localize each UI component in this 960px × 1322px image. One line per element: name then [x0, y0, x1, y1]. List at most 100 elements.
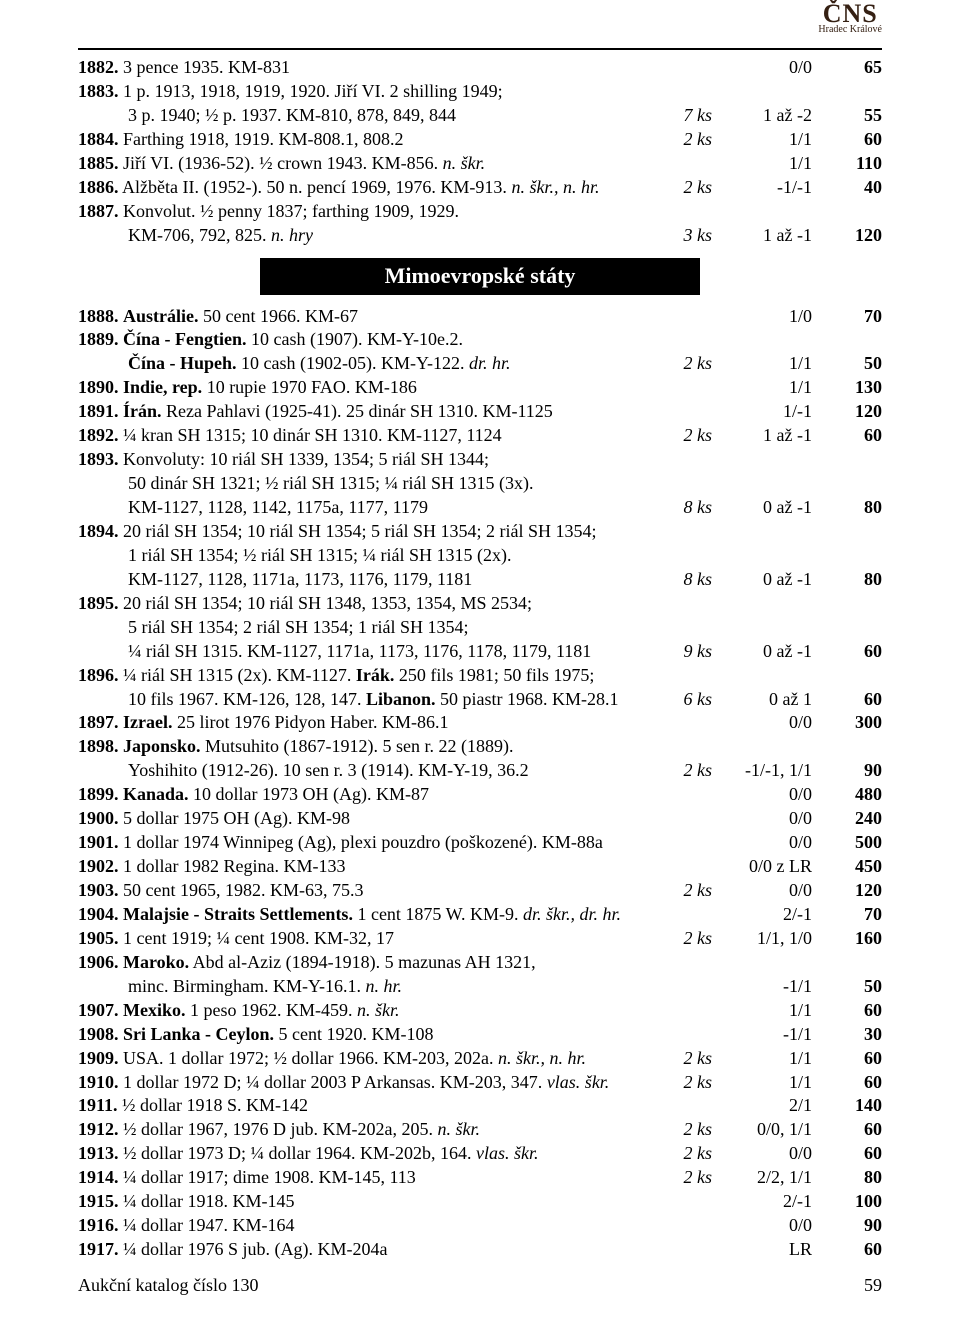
lot-price: 500 — [812, 831, 882, 855]
lot-row: 1885. Jiří VI. (1936-52). ½ crown 1943. … — [78, 152, 882, 176]
lot-description: 1890. Indie, rep. 10 rupie 1970 FAO. KM-… — [78, 376, 656, 400]
lot-price: 300 — [812, 711, 882, 735]
lot-row: 1906. Maroko. Abd al-Aziz (1894-1918). 5… — [78, 951, 882, 975]
lot-row: 1896. ¼ riál SH 1315 (2x). KM-1127. Irák… — [78, 664, 882, 688]
lot-row-continuation: Yoshihito (1912-26). 10 sen r. 3 (1914).… — [78, 759, 882, 783]
lot-number: 1906. — [78, 952, 119, 972]
lot-grade: 1/1 — [712, 352, 812, 376]
lot-price: 60 — [812, 128, 882, 152]
lot-row: 1898. Japonsko. Mutsuhito (1867-1912). 5… — [78, 735, 882, 759]
lot-quantity: 9 ks — [656, 640, 712, 664]
lot-quantity: 2 ks — [656, 1118, 712, 1142]
lot-row: 1901. 1 dollar 1974 Winnipeg (Ag), plexi… — [78, 831, 882, 855]
lot-description: 1891. Írán. Reza Pahlavi (1925-41). 25 d… — [78, 400, 656, 424]
lot-price: 80 — [812, 568, 882, 592]
lot-number: 1902. — [78, 856, 119, 876]
lot-price: 90 — [812, 1214, 882, 1238]
lot-description: 1898. Japonsko. Mutsuhito (1867-1912). 5… — [78, 735, 656, 759]
lot-description: KM-1127, 1128, 1142, 1175a, 1177, 1179 — [78, 496, 656, 520]
lot-row: 1899. Kanada. 10 dollar 1973 OH (Ag). KM… — [78, 783, 882, 807]
lot-price: 120 — [812, 224, 882, 248]
lot-row: 1900. 5 dollar 1975 OH (Ag). KM-980/0240 — [78, 807, 882, 831]
lot-number: 1898. — [78, 736, 119, 756]
lot-row-continuation: 5 riál SH 1354; 2 riál SH 1354; 1 riál S… — [78, 616, 882, 640]
lot-price: 70 — [812, 903, 882, 927]
lot-number: 1914. — [78, 1167, 119, 1187]
lot-price: 60 — [812, 1142, 882, 1166]
lot-grade: 1/1, 1/0 — [712, 927, 812, 951]
lot-description: 1 riál SH 1354; ½ riál SH 1315; ¼ riál S… — [78, 544, 656, 568]
lot-description: Čína - Hupeh. 10 cash (1902-05). KM-Y-12… — [78, 352, 656, 376]
lot-description: 1901. 1 dollar 1974 Winnipeg (Ag), plexi… — [78, 831, 656, 855]
lot-row: 1892. ¼ kran SH 1315; 10 dinár SH 1310. … — [78, 424, 882, 448]
lot-description: KM-706, 792, 825. n. hry — [78, 224, 656, 248]
lot-grade: 0/0 — [712, 783, 812, 807]
lot-row-continuation: KM-706, 792, 825. n. hry3 ks1 až -1120 — [78, 224, 882, 248]
lot-grade: 2/-1 — [712, 1190, 812, 1214]
lot-description: 1895. 20 riál SH 1354; 10 riál SH 1348, … — [78, 592, 656, 616]
lot-price: 480 — [812, 783, 882, 807]
lot-number: 1895. — [78, 593, 119, 613]
lot-price: 60 — [812, 999, 882, 1023]
lot-description: 1892. ¼ kran SH 1315; 10 dinár SH 1310. … — [78, 424, 656, 448]
lot-price: 65 — [812, 56, 882, 80]
lot-description: 1917. ¼ dollar 1976 S jub. (Ag). KM-204a — [78, 1238, 656, 1262]
lot-row: 1915. ¼ dollar 1918. KM-1452/-1100 — [78, 1190, 882, 1214]
lot-grade: 1/-1 — [712, 400, 812, 424]
lot-price: 60 — [812, 424, 882, 448]
lot-number: 1908. — [78, 1024, 119, 1044]
lot-price: 120 — [812, 879, 882, 903]
lot-number: 1911. — [78, 1095, 118, 1115]
lot-number: 1887. — [78, 201, 119, 221]
lot-row-continuation: Čína - Hupeh. 10 cash (1902-05). KM-Y-12… — [78, 352, 882, 376]
lot-number: 1885. — [78, 153, 119, 173]
lot-grade: -1/1 — [712, 1023, 812, 1047]
lot-grade: -1/1 — [712, 975, 812, 999]
lot-description: 1911. ½ dollar 1918 S. KM-142 — [78, 1094, 656, 1118]
lot-number: 1894. — [78, 521, 119, 541]
lot-price: 60 — [812, 640, 882, 664]
lot-price: 120 — [812, 400, 882, 424]
lot-description: 1888. Austrálie. 50 cent 1966. KM-67 — [78, 305, 656, 329]
lot-description: 1908. Sri Lanka - Ceylon. 5 cent 1920. K… — [78, 1023, 656, 1047]
lot-grade: 0/0 — [712, 711, 812, 735]
lot-price: 60 — [812, 1238, 882, 1262]
lot-price: 60 — [812, 688, 882, 712]
lot-price: 50 — [812, 975, 882, 999]
brand-logo-top: ČNS — [818, 2, 882, 25]
lot-description: 1889. Čína - Fengtien. 10 cash (1907). K… — [78, 328, 656, 352]
lot-price: 60 — [812, 1071, 882, 1095]
brand-logo: ČNS Hradec Králové — [818, 2, 882, 34]
section-heading: Mimoevropské státy — [260, 258, 700, 295]
lot-number: 1905. — [78, 928, 119, 948]
lot-row: 1917. ¼ dollar 1976 S jub. (Ag). KM-204a… — [78, 1238, 882, 1262]
lot-quantity: 8 ks — [656, 568, 712, 592]
lot-number: 1900. — [78, 808, 119, 828]
lot-row-continuation: 3 p. 1940; ½ p. 1937. KM-810, 878, 849, … — [78, 104, 882, 128]
lot-grade: 1/1 — [712, 999, 812, 1023]
lot-number: 1890. — [78, 377, 119, 397]
lot-description: 1903. 50 cent 1965, 1982. KM-63, 75.3 — [78, 879, 656, 903]
lot-number: 1896. — [78, 665, 119, 685]
lot-price: 30 — [812, 1023, 882, 1047]
lot-row: 1916. ¼ dollar 1947. KM-1640/090 — [78, 1214, 882, 1238]
page: ČNS Hradec Králové 1882. 3 pence 1935. K… — [0, 0, 960, 1322]
lot-price: 80 — [812, 1166, 882, 1190]
lot-row: 1893. Konvoluty: 10 riál SH 1339, 1354; … — [78, 448, 882, 472]
footer-title: Aukční katalog číslo 130 — [78, 1275, 258, 1296]
lot-price: 140 — [812, 1094, 882, 1118]
lot-description: 1886. Alžběta II. (1952-). 50 n. pencí 1… — [78, 176, 656, 200]
lot-description: minc. Birmingham. KM-Y-16.1. n. hr. — [78, 975, 656, 999]
lot-row: 1912. ½ dollar 1967, 1976 D jub. KM-202a… — [78, 1118, 882, 1142]
lot-row: 1908. Sri Lanka - Ceylon. 5 cent 1920. K… — [78, 1023, 882, 1047]
lot-row: 1902. 1 dollar 1982 Regina. KM-1330/0 z … — [78, 855, 882, 879]
lot-description: 1915. ¼ dollar 1918. KM-145 — [78, 1190, 656, 1214]
lot-price: 450 — [812, 855, 882, 879]
lot-price: 60 — [812, 1118, 882, 1142]
lot-number: 1899. — [78, 784, 119, 804]
lot-description: 1897. Izrael. 25 lirot 1976 Pidyon Haber… — [78, 711, 656, 735]
lot-grade: 0/0 — [712, 56, 812, 80]
lot-quantity: 2 ks — [656, 927, 712, 951]
lot-description: 1904. Malajsie - Straits Settlements. 1 … — [78, 903, 656, 927]
lot-grade: 1/1 — [712, 376, 812, 400]
